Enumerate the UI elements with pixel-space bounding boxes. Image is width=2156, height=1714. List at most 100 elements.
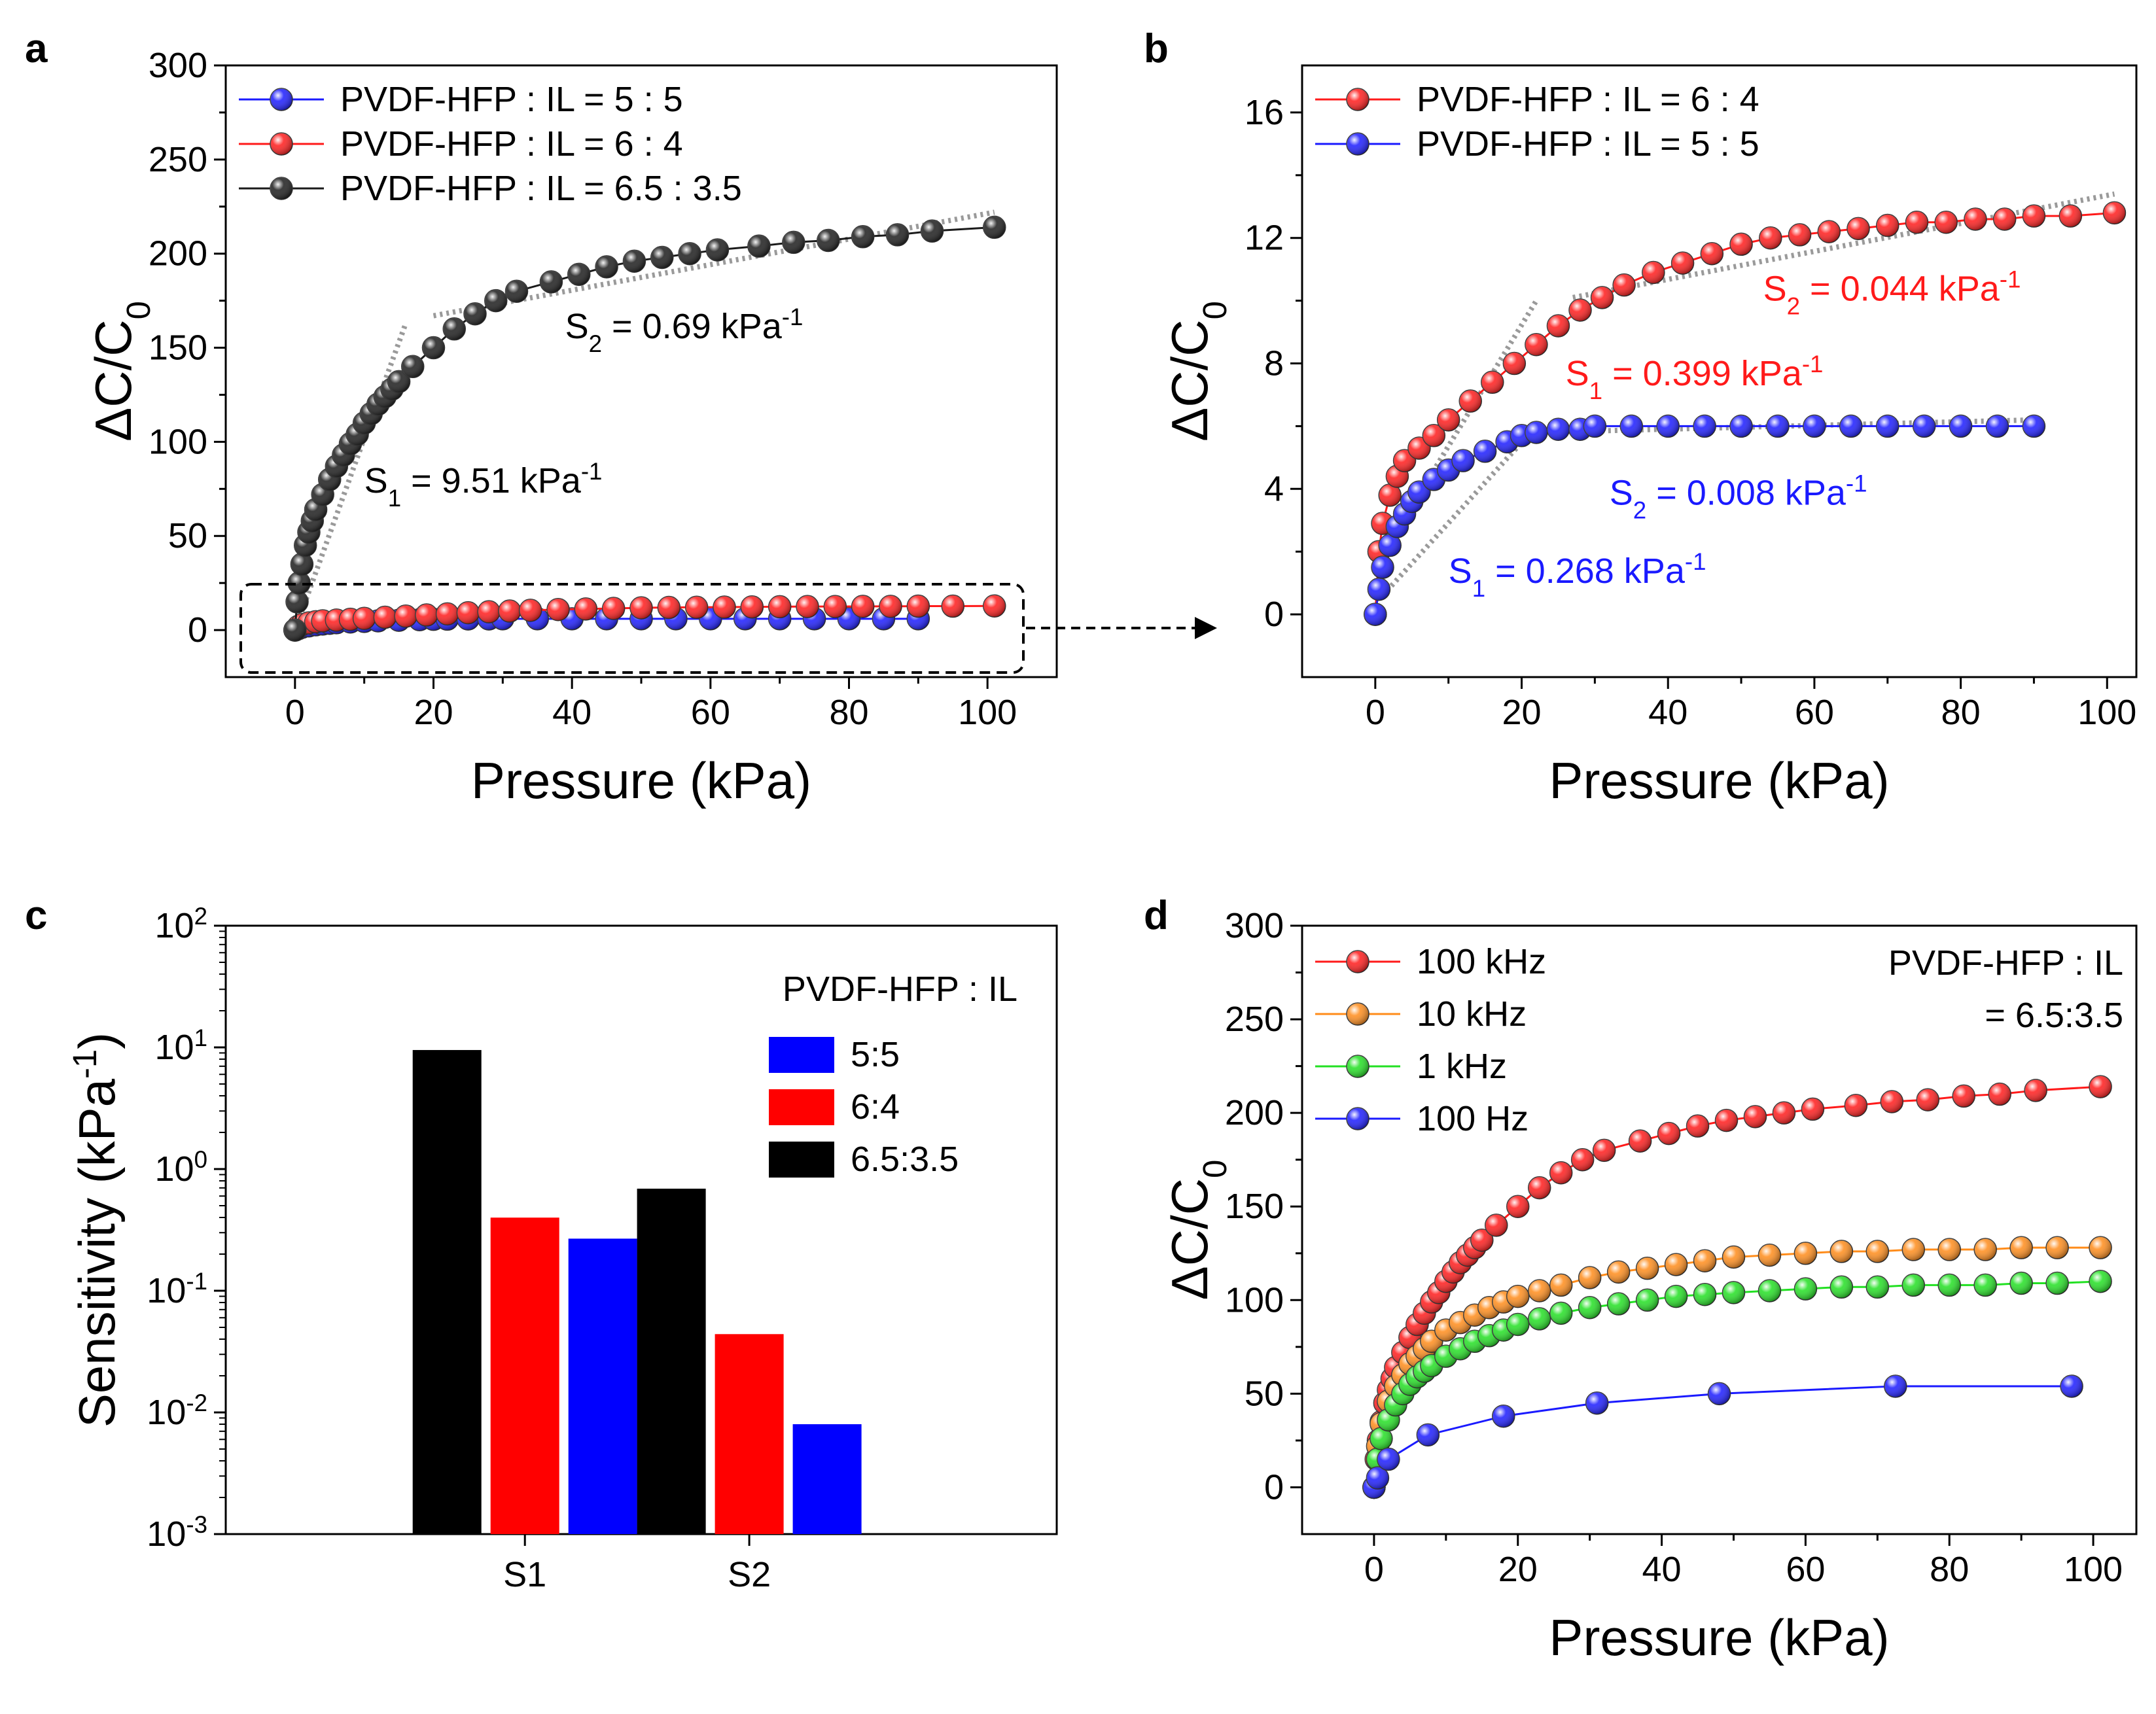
panel-a-data-point-shade xyxy=(436,603,459,625)
label-subscript: 2 xyxy=(1787,292,1800,319)
panel-d-data-point-shade xyxy=(1571,1148,1594,1171)
panel-a-data-point-shade xyxy=(395,604,417,627)
panel-a-zoom-box xyxy=(239,583,1025,674)
label-main: = 0.69 kPa xyxy=(602,307,783,346)
panel-d-x-axis-label: Pressure (kPa) xyxy=(1549,1609,1889,1666)
panel-d-legend-marker-shade xyxy=(1347,1003,1369,1025)
panel-d-data-point-shade xyxy=(1866,1276,1889,1299)
y-axis-label-superscript: -1 xyxy=(66,1049,103,1079)
panel-a-data-point-shade xyxy=(422,336,445,359)
panel-d-data-point-shade xyxy=(1884,1374,1907,1397)
panel-a-data-point-shade xyxy=(567,263,590,286)
panel-d-data-point-shade xyxy=(1506,1313,1529,1336)
panel-a-data-point-shade xyxy=(519,599,542,621)
panel-d-data-point-shade xyxy=(1578,1266,1601,1289)
panel-a-x-tick-label: 20 xyxy=(414,693,453,732)
panel-b-y-tick-label: 0 xyxy=(1264,595,1284,634)
tick-exponent: 2 xyxy=(194,903,207,930)
panel-a-data-point-shade xyxy=(942,595,964,618)
panel-a-data-point-shade xyxy=(706,238,729,261)
panel-c-legend-label: 6:4 xyxy=(851,1087,900,1127)
panel-b-data-point-shade xyxy=(1671,252,1694,275)
panel-a-legend-marker-shade xyxy=(270,88,292,111)
tick-exponent: -2 xyxy=(186,1390,207,1416)
panel-b-data-point-shade xyxy=(1949,415,1972,438)
label-main: S xyxy=(1449,551,1472,591)
panel-d-y-tick-label: 100 xyxy=(1225,1280,1284,1320)
panel-b-y-tick-label: 4 xyxy=(1264,469,1284,508)
panel-a-legend-label: PVDF-HFP : IL = 5 : 5 xyxy=(340,80,683,119)
panel-a-zoom-arrowhead xyxy=(1195,617,1217,639)
panel-c-y-tick-label: 102 xyxy=(155,903,208,946)
panel-d-data-point-shade xyxy=(1629,1130,1652,1153)
panel-a-data-point-shade xyxy=(547,598,569,621)
panel-b-data-point-shade xyxy=(1803,415,1826,438)
panel-a-data-point-shade xyxy=(983,595,1006,618)
panel-a-data-point-shade xyxy=(374,606,397,629)
panel-d-data-point-shade xyxy=(1370,1427,1392,1450)
tick-exponent: -1 xyxy=(186,1268,207,1295)
panel-d-data-point-shade xyxy=(2060,1374,2083,1397)
panel-d-data-point-shade xyxy=(1578,1296,1601,1319)
panel-d-plot-frame xyxy=(1301,924,2138,1535)
panel-a-data-point-shade xyxy=(679,242,701,265)
panel-a-x-tick-label: 0 xyxy=(285,693,305,732)
panel-a-data-point-shade xyxy=(498,600,521,623)
label-main: = 0.268 kPa xyxy=(1485,551,1686,591)
panel-a-data-point-shade xyxy=(484,289,507,312)
panel-d-data-point-shade xyxy=(1845,1094,1867,1117)
panel-d-legend-label: 10 kHz xyxy=(1417,994,1527,1034)
label-superscript: -1 xyxy=(782,304,804,330)
panel-b-data-point-shade xyxy=(1591,286,1614,309)
panel-d-data-point-shade xyxy=(1636,1289,1659,1312)
panel-d-note: PVDF-HFP : IL xyxy=(1888,943,2123,983)
panel-d-y-tick-label: 150 xyxy=(1225,1187,1284,1226)
panel-a-data-point-shade xyxy=(851,595,874,618)
panel-a-y-tick-label: 150 xyxy=(149,328,207,368)
panel-d-legend-marker-shade xyxy=(1347,951,1369,973)
panel-b-x-tick-label: 40 xyxy=(1648,693,1688,732)
panel-a-data-point-shade xyxy=(353,607,376,630)
panel-b-data-point-shade xyxy=(1452,449,1475,472)
panel-a-x-tick-label: 60 xyxy=(691,693,730,732)
panel-d-data-point-shade xyxy=(1377,1448,1400,1471)
panel-b-legend-label: PVDF-HFP : IL = 6 : 4 xyxy=(1417,80,1759,119)
panel-a-data-point-shade xyxy=(817,229,839,252)
panel-c-legend-swatch xyxy=(769,1089,834,1125)
panel-b-data-point-shade xyxy=(1693,415,1716,438)
panel-d-data-point-shade xyxy=(1665,1253,1688,1276)
panel-b-linear-fit xyxy=(1381,424,1538,598)
panel-d-x-tick-label: 100 xyxy=(2064,1550,2123,1589)
panel-b-x-tick-label: 100 xyxy=(2077,693,2136,732)
panel-a-sensitivity-label: S2 = 0.69 kPa-1 xyxy=(565,304,804,357)
panel-b-data-point-shade xyxy=(1730,233,1753,256)
panel-d-legend-marker-shade xyxy=(1347,1108,1369,1130)
panel-c-bar xyxy=(568,1238,637,1534)
panel-a-data-point-shade xyxy=(983,216,1006,239)
panel-c-legend-title: PVDF-HFP : IL xyxy=(783,970,1017,1009)
panel-d-data-point-shade xyxy=(2089,1270,2112,1293)
panel-b-data-point-shade xyxy=(1839,415,1862,438)
panel-c-legend-swatch xyxy=(769,1142,834,1178)
panel-b-data-point-shade xyxy=(1876,415,1899,438)
panel-d-x-tick-label: 60 xyxy=(1786,1550,1825,1589)
panel-b-data-point-shade xyxy=(1379,534,1402,557)
panel-c-y-axis-label: Sensitivity (kPa-1) xyxy=(66,1032,126,1427)
panel-d-data-point-shade xyxy=(1758,1280,1781,1302)
panel-c-category-label: S2 xyxy=(728,1555,771,1594)
panel-b-letter: b xyxy=(1144,26,1169,71)
panel-d-data-point-shade xyxy=(1485,1214,1508,1236)
y-axis-label-subscript: 0 xyxy=(120,301,157,319)
panel-b-data-point-shade xyxy=(1569,299,1591,321)
panel-a-x-tick-label: 80 xyxy=(829,693,868,732)
tick-base: 10 xyxy=(147,1271,186,1310)
panel-a-data-point-shade xyxy=(886,223,909,246)
panel-d-data-point-shade xyxy=(1744,1105,1767,1128)
panel-c-bar xyxy=(637,1188,706,1534)
panel-d-data-point-shade xyxy=(1794,1242,1817,1265)
panel-b-data-point-shade xyxy=(2023,205,2045,228)
panel-d-legend-marker-shade xyxy=(1347,1055,1369,1077)
panel-a-x-tick-label: 100 xyxy=(958,693,1017,732)
panel-a-data-point-shade xyxy=(907,595,930,618)
